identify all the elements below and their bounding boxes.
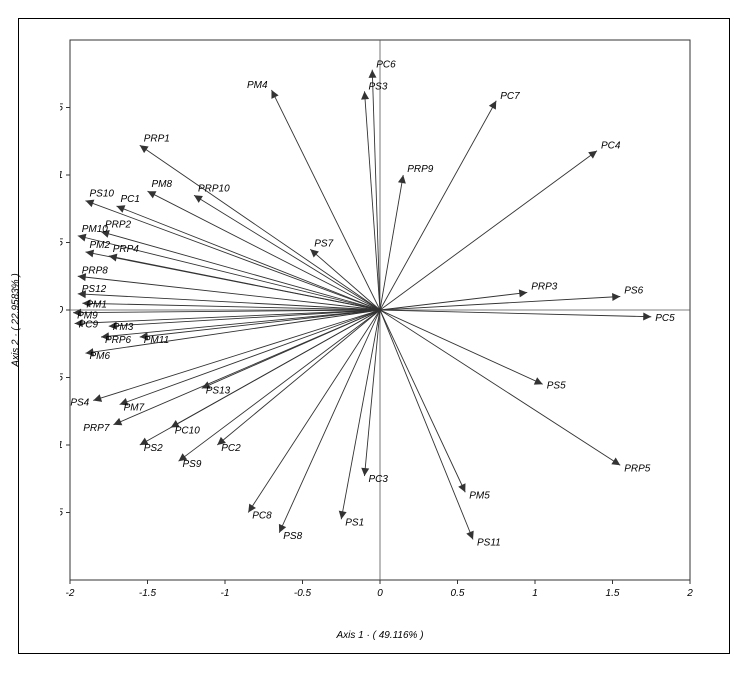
vector-label: PM4	[247, 80, 268, 91]
vector-label: PRP6	[105, 335, 132, 346]
svg-text:-0.5: -0.5	[294, 588, 312, 599]
vector-label: PS13	[206, 385, 231, 396]
vector-label: PC2	[221, 443, 241, 454]
vector-label: PC10	[175, 425, 200, 436]
vector-label: PS8	[283, 531, 302, 542]
vector-label: PM7	[124, 403, 145, 414]
svg-text:-1: -1	[60, 440, 63, 451]
vector-label: PS6	[624, 286, 643, 297]
svg-text:1.5: 1.5	[60, 103, 63, 114]
vector-label: PM8	[152, 179, 173, 190]
vector-label: PS5	[547, 380, 566, 391]
x-axis-label: Axis 1 · ( 49.116% )	[336, 630, 423, 641]
svg-text:0.5: 0.5	[60, 238, 63, 249]
svg-text:0.5: 0.5	[451, 588, 465, 599]
vector-label: PC8	[252, 511, 272, 522]
vector-label: PRP2	[105, 220, 132, 231]
svg-text:0: 0	[377, 588, 383, 599]
vector-label: PC4	[601, 141, 621, 152]
vector-label: PS10	[90, 189, 115, 200]
vector-label: PS12	[82, 284, 107, 295]
vector-label: PM10	[82, 224, 109, 235]
figure-container: -2 -1.5 -1 -0.5 0 0.5 1 1.5 2 -1.5 -1 -0.5 0 0.5 1 1.5 P…	[0, 0, 748, 689]
vector-label: PS2	[144, 443, 163, 454]
vector-label: PRP1	[144, 133, 170, 144]
vector-label: PS9	[183, 459, 202, 470]
vector-label: PC1	[121, 194, 140, 205]
svg-text:-1.5: -1.5	[139, 588, 157, 599]
vector-label: PS3	[369, 81, 388, 92]
y-axis-label: Axis 2 · ( 22.9583% )	[11, 273, 22, 366]
svg-text:1: 1	[532, 588, 538, 599]
vector-label: PRP10	[198, 183, 230, 194]
vector-label: PRP4	[113, 244, 140, 255]
vector-label: PRP9	[407, 164, 434, 175]
biplot-svg: -2 -1.5 -1 -0.5 0 0.5 1 1.5 2 -1.5 -1 -0.5 0 0.5 1 1.5 P…	[60, 30, 700, 610]
svg-text:1.5: 1.5	[606, 588, 620, 599]
vector-label: PC6	[376, 60, 396, 71]
vector-label: PM2	[90, 240, 111, 251]
vector-label: PC9	[79, 320, 99, 331]
svg-text:-2: -2	[66, 588, 75, 599]
svg-text:1: 1	[60, 170, 63, 181]
vector-label: PRP5	[624, 463, 651, 474]
vector-label: PS7	[314, 238, 333, 249]
vector-label: PRP7	[83, 423, 110, 434]
svg-text:0: 0	[60, 305, 63, 316]
svg-text:-0.5: -0.5	[60, 373, 63, 384]
svg-text:-1.5: -1.5	[60, 508, 63, 519]
vector-label: PRP3	[531, 281, 558, 292]
vector-label: PC3	[369, 474, 389, 485]
vector-label: PM1	[86, 299, 107, 310]
plot-area: -2 -1.5 -1 -0.5 0 0.5 1 1.5 2 -1.5 -1 -0.5 0 0.5 1 1.5 P…	[60, 30, 700, 610]
vector-label: PS11	[477, 538, 501, 549]
vector-label: PM6	[90, 351, 111, 362]
vector-label: PC5	[655, 313, 675, 324]
vector-label: PS1	[345, 517, 364, 528]
vector-label: PC7	[500, 91, 520, 102]
vector-label: PM5	[469, 490, 490, 501]
svg-text:2: 2	[686, 588, 693, 599]
vector-label: PM3	[113, 322, 134, 333]
vector-label: PRP8	[82, 265, 109, 276]
vector-label: PS4	[70, 397, 89, 408]
svg-text:-1: -1	[221, 588, 230, 599]
